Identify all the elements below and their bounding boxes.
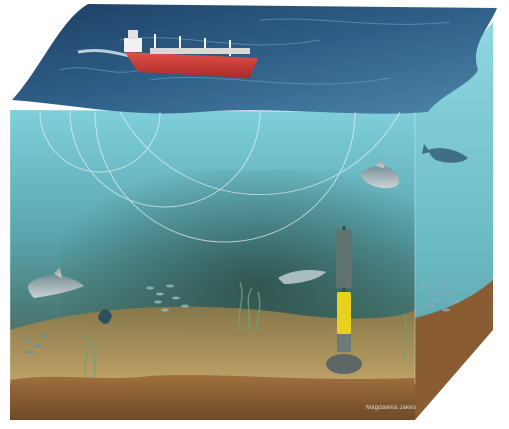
- seabed-sand: [10, 306, 415, 384]
- dolphin-far-icon: [422, 144, 468, 163]
- water-side-face: [415, 22, 493, 384]
- sound-waves-icon: [39, 111, 401, 243]
- cube-edges: [9, 110, 416, 384]
- hydrophone-icon: [326, 226, 362, 374]
- dolphin-icon: [360, 158, 400, 188]
- fish-school-left-icon: [24, 334, 48, 354]
- ship-icon: [77, 30, 258, 78]
- dolphin-middle-icon: [278, 270, 326, 284]
- fish-school-icon: [146, 284, 189, 312]
- fish-school-side-icon: [421, 282, 459, 312]
- seaweed-icon: [84, 281, 407, 379]
- seabed-side: [415, 280, 493, 420]
- surface-ripples: [59, 18, 451, 85]
- image-credit: Magdalena Jakes: [366, 405, 417, 411]
- dolphin-small-icon: [98, 309, 112, 324]
- seabed-soil: [10, 375, 415, 420]
- dolphin-left-icon: [28, 266, 84, 298]
